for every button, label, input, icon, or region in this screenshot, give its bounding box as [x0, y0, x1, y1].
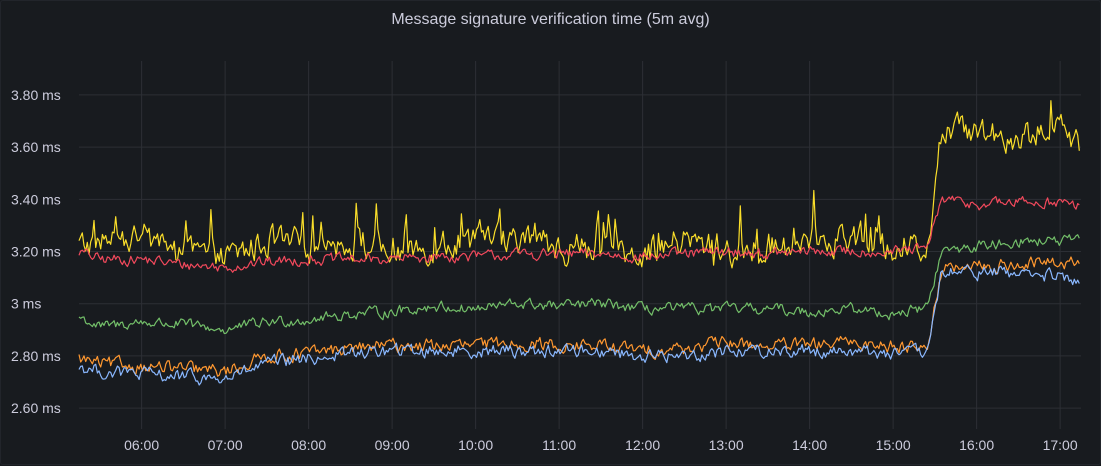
panel-title: Message signature verification time (5m … [391, 11, 710, 28]
x-tick-label: 06:00 [124, 437, 159, 453]
y-tick-label: 2.80 ms [11, 348, 61, 364]
y-tick-label: 3 ms [11, 296, 41, 312]
y-tick-label: 3.20 ms [11, 244, 61, 260]
x-tick-label: 14:00 [792, 437, 827, 453]
series-lines [78, 100, 1080, 386]
series-line-1 [78, 100, 1080, 269]
x-tick-label: 17:00 [1043, 437, 1078, 453]
series-line-4 [78, 256, 1080, 377]
x-tick-label: 11:00 [542, 437, 576, 453]
series-line-3 [78, 234, 1080, 335]
x-tick-label: 10:00 [458, 437, 493, 453]
x-tick-label: 07:00 [208, 437, 243, 453]
x-tick-label: 15:00 [876, 437, 911, 453]
x-tick-label: 16:00 [959, 437, 994, 453]
x-tick-label: 12:00 [625, 437, 660, 453]
series-line-2 [78, 195, 1080, 273]
x-tick-label: 08:00 [291, 437, 326, 453]
y-tick-label: 3.60 ms [11, 139, 61, 155]
y-axis: 2.60 ms 2.80 ms 3 ms 3.20 ms 3.40 ms 3.60 ms 3… [11, 87, 61, 416]
x-tick-label: 13:00 [709, 437, 744, 453]
grid [79, 61, 1081, 429]
y-tick-label: 3.80 ms [11, 87, 61, 103]
y-tick-label: 2.60 ms [11, 400, 61, 416]
series-line-5 [78, 264, 1080, 386]
x-axis: 06:00 07:00 08:00 09:00 10:00 11:00 12:00 13:00… [124, 437, 1078, 453]
y-tick-label: 3.40 ms [11, 191, 61, 207]
x-tick-label: 09:00 [375, 437, 410, 453]
